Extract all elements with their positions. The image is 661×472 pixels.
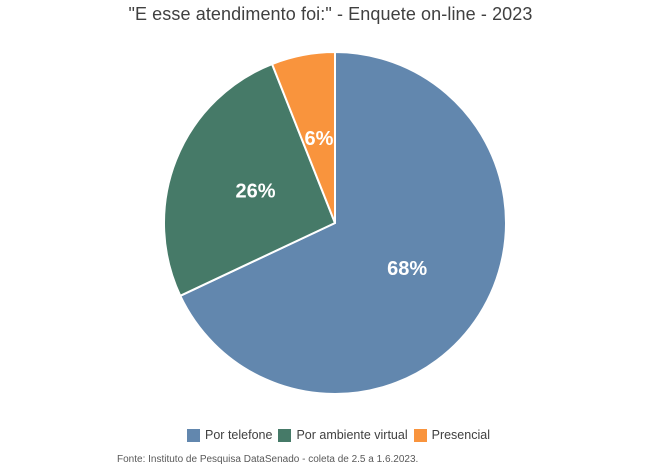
pie-chart: 68% 26% 6%	[162, 51, 507, 395]
legend-swatch	[278, 428, 292, 442]
legend-item-por-ambiente-virtual: Por ambiente virtual	[278, 428, 408, 442]
legend-label: Por telefone	[205, 428, 273, 442]
chart-legend: Por telefone Por ambiente virtual Presenci…	[8, 428, 661, 442]
source-note: Fonte: Instituto de Pesquisa DataSenado …	[117, 454, 419, 465]
pie-slice-por-ambiente-virtual	[162, 63, 336, 297]
slice-data-label: 6%	[305, 128, 334, 150]
legend-item-por-telefone: Por telefone	[187, 428, 272, 442]
legend-item-presencial: Presencial	[413, 428, 490, 442]
legend-label: Por ambiente virtual	[296, 428, 408, 442]
pie-slice-por-telefone	[179, 51, 507, 395]
legend-label: Presencial	[431, 428, 490, 442]
slice-data-label: 26%	[235, 181, 275, 203]
legend-swatch	[187, 428, 201, 442]
legend-swatch	[413, 428, 427, 442]
chart-title: "E esse atendimento foi:" - Enquete on-l…	[128, 4, 533, 24]
pie-slice-presencial	[271, 51, 336, 224]
slice-data-label: 68%	[387, 258, 427, 280]
